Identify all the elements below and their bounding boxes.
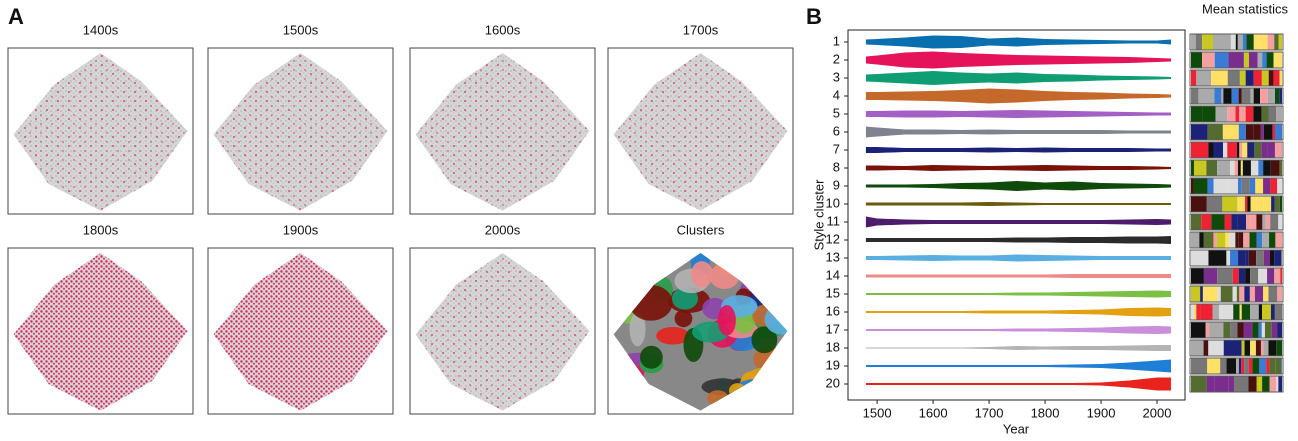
x-tick-label: 1700	[975, 405, 1004, 420]
stat-strip	[1189, 285, 1284, 303]
x-axis-label: Year	[1003, 421, 1030, 436]
violin	[865, 307, 1172, 317]
y-tick-label: 4	[833, 87, 840, 102]
panel-frame	[607, 47, 794, 215]
stat-strip	[1189, 51, 1284, 69]
stat-strip	[1189, 357, 1284, 375]
panel-a: 1400s 1500s 1600s 1700s 1800s 1900s 2000s Clust…	[7, 22, 794, 415]
highlight-points	[13, 52, 188, 211]
violin	[865, 181, 1172, 191]
highlight-points	[213, 52, 388, 211]
y-tick-label: 14	[826, 267, 840, 282]
violin	[865, 254, 1172, 262]
panel-title: Clusters	[677, 222, 725, 237]
violin	[865, 326, 1172, 334]
panel-title: 1900s	[283, 222, 319, 237]
y-tick-label: 15	[826, 285, 840, 300]
stat-strip	[1189, 339, 1284, 357]
violin	[865, 110, 1172, 118]
stat-strip	[1189, 213, 1284, 231]
y-tick-label: 10	[826, 195, 840, 210]
violin	[865, 88, 1172, 104]
y-tick-label: 13	[826, 249, 840, 264]
panel-b: Mean statistics Year Style cluster 1500 1…	[811, 1, 1288, 436]
panel-label: A	[8, 4, 24, 29]
y-axis-label: Style cluster	[811, 179, 826, 250]
x-tick-label: 2000	[1143, 405, 1172, 420]
violin	[865, 126, 1172, 138]
violin	[865, 51, 1172, 69]
violin	[865, 236, 1172, 244]
x-tick-label: 1800	[1031, 405, 1060, 420]
y-tick-label: 20	[826, 375, 840, 390]
violin	[865, 71, 1172, 85]
highlight-points	[13, 252, 188, 411]
highlight-points	[213, 252, 388, 411]
panel-frame	[7, 247, 194, 415]
panel-title: 1600s	[485, 22, 521, 37]
y-tick-label: 1	[833, 33, 840, 48]
cluster-cloud	[613, 252, 788, 411]
stat-strip	[1189, 123, 1284, 141]
y-tick-label: 12	[826, 231, 840, 246]
stat-strip	[1189, 321, 1284, 339]
stat-strip	[1189, 303, 1284, 321]
panel-frame	[207, 247, 394, 415]
violin	[865, 274, 1172, 278]
violin	[865, 165, 1172, 171]
stat-strip	[1189, 33, 1284, 51]
panel-frame	[7, 47, 194, 215]
violin	[865, 359, 1172, 373]
panel-title: 2000s	[485, 222, 521, 237]
stat-strip	[1189, 69, 1284, 87]
highlight-points	[415, 52, 590, 211]
stat-strip	[1189, 249, 1284, 267]
stat-strip	[1189, 267, 1284, 285]
violin	[865, 35, 1172, 49]
violin	[865, 202, 1172, 206]
y-tick-label: 6	[833, 123, 840, 138]
stat-strip	[1189, 375, 1284, 393]
x-tick-label: 1900	[1087, 405, 1116, 420]
y-tick-label: 5	[833, 105, 840, 120]
panel-title: 1700s	[683, 22, 719, 37]
stat-strip	[1189, 141, 1284, 159]
y-tick-label: 9	[833, 177, 840, 192]
y-tick-label: 2	[833, 51, 840, 66]
stat-strip	[1189, 159, 1284, 177]
violin	[865, 377, 1172, 391]
stat-strip	[1189, 231, 1284, 249]
violin	[865, 345, 1172, 351]
highlight-points	[613, 52, 788, 211]
side-title: Mean statistics	[1202, 1, 1288, 16]
x-tick-label: 1500	[863, 405, 892, 420]
panel-frame	[409, 247, 596, 415]
y-tick-label: 17	[826, 321, 840, 336]
y-tick-label: 3	[833, 69, 840, 84]
highlight-points	[415, 252, 590, 411]
y-tick-label: 19	[826, 357, 840, 372]
stat-strip	[1189, 87, 1284, 105]
stat-strip	[1189, 105, 1284, 123]
y-tick-label: 18	[826, 339, 840, 354]
y-tick-label: 8	[833, 159, 840, 174]
panel-title: 1400s	[83, 22, 119, 37]
y-tick-label: 16	[826, 303, 840, 318]
panel-frame	[409, 47, 596, 215]
panel-title: 1800s	[83, 222, 119, 237]
y-tick-label: 7	[833, 141, 840, 156]
stat-strip	[1189, 177, 1284, 195]
panel-frame	[607, 247, 794, 415]
panel-frame	[207, 47, 394, 215]
y-tick-label: 11	[827, 213, 841, 228]
panel-label: B	[806, 4, 822, 29]
violin	[865, 216, 1172, 228]
violin	[865, 147, 1172, 153]
panel-title: 1500s	[283, 22, 319, 37]
x-tick-label: 1600	[919, 405, 948, 420]
violin	[865, 290, 1172, 298]
stat-strip	[1189, 195, 1284, 213]
plot-frame	[847, 29, 1186, 401]
